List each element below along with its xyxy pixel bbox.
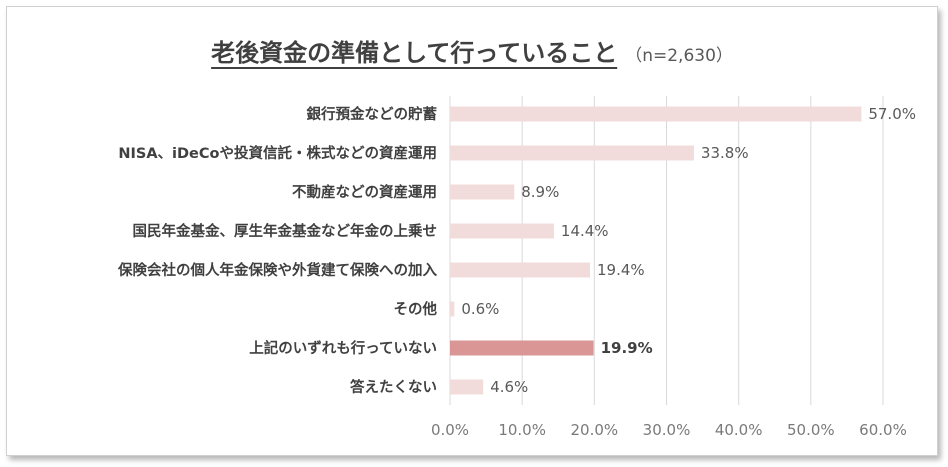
data-label: 19.4% — [597, 261, 645, 279]
x-tick-label: 60.0% — [859, 421, 907, 439]
category-label: 保険会社の個人年金保険や外貨建て保険への加入 — [117, 261, 437, 279]
x-tick-label: 50.0% — [787, 421, 835, 439]
data-label: 19.9% — [601, 339, 653, 357]
bar — [450, 184, 515, 200]
category-label: 不動産などの資産運用 — [292, 183, 437, 201]
x-tick-label: 0.0% — [431, 421, 469, 439]
bar — [450, 223, 554, 239]
category-label: 国民年金基金、厚生年金基金など年金の上乗せ — [133, 222, 438, 240]
chart-subtitle: （n=2,630） — [625, 46, 733, 66]
chart-frame: 老後資金の準備として行っていること （n=2,630） 0.0% 10.0% 20.0… — [6, 6, 938, 456]
bar — [450, 145, 694, 161]
bar — [450, 301, 455, 317]
data-label: 4.6% — [490, 378, 528, 396]
category-label: 答えたくない — [350, 378, 437, 396]
x-tick-label: 20.0% — [571, 421, 619, 439]
bar — [450, 340, 594, 356]
category-label: NISA、iDeCoや投資信託・株式などの資産運用 — [118, 144, 437, 162]
category-label: その他 — [394, 300, 438, 318]
category-label: 上記のいずれも行っていない — [249, 339, 437, 357]
data-label: 57.0% — [868, 105, 916, 123]
chart-title: 老後資金の準備として行っていること — [211, 39, 618, 67]
category-label: 銀行預金などの貯蓄 — [307, 105, 438, 123]
data-label: 33.8% — [701, 144, 749, 162]
data-label: 8.9% — [521, 183, 559, 201]
title-row: 老後資金の準備として行っていること （n=2,630） — [7, 33, 937, 68]
x-tick-label: 30.0% — [643, 421, 691, 439]
data-label: 14.4% — [561, 222, 609, 240]
bar-chart: 0.0% 10.0% 20.0% 30.0% 40.0% 50.0% 60.0% 銀行預金など… — [117, 96, 916, 439]
x-tick-label: 40.0% — [715, 421, 763, 439]
bar — [450, 106, 862, 122]
bar — [450, 262, 591, 278]
data-label: 0.6% — [461, 300, 499, 318]
bar — [450, 379, 484, 395]
x-tick-label: 10.0% — [498, 421, 546, 439]
